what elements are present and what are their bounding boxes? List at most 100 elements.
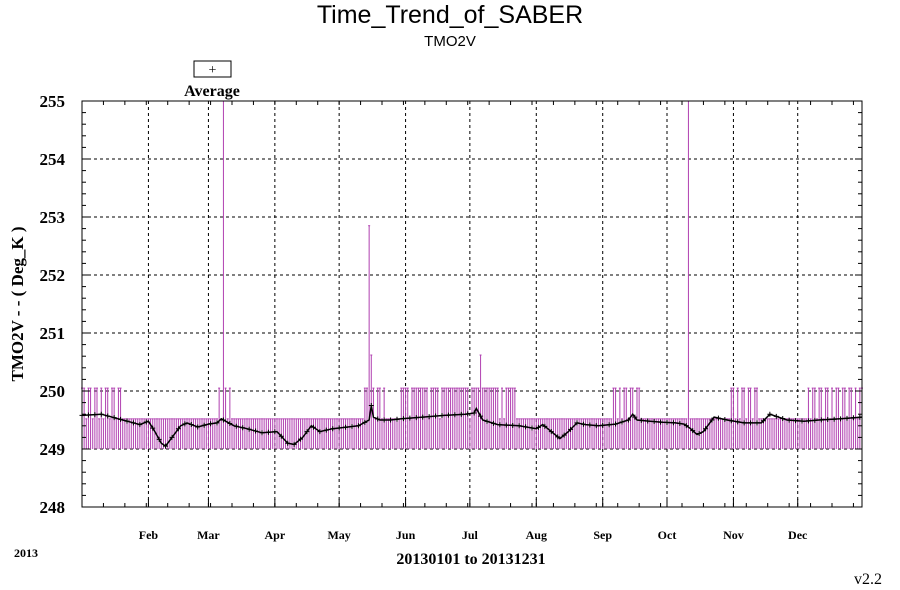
average-marker — [349, 423, 355, 429]
average-marker — [175, 426, 181, 432]
average-marker — [471, 410, 477, 416]
average-marker — [156, 436, 162, 442]
legend-label: Average — [184, 83, 240, 100]
average-marker — [400, 416, 406, 422]
y-tick-label: 248 — [40, 498, 66, 517]
average-marker — [291, 441, 297, 447]
y-axis-label: TMO2V - - ( Deg_K ) — [8, 226, 27, 381]
average-marker — [240, 425, 246, 431]
y-tick-label: 253 — [40, 208, 66, 227]
x-tick-label: Sep — [593, 528, 612, 542]
average-marker — [741, 420, 747, 426]
average-marker — [343, 424, 349, 430]
x-tick-label: Jul — [462, 528, 479, 542]
average-marker — [150, 425, 156, 431]
average-marker — [664, 420, 670, 426]
average-marker — [728, 418, 734, 424]
average-marker — [580, 421, 586, 427]
average-marker — [786, 417, 792, 423]
average-marker — [638, 417, 644, 423]
average-marker — [812, 417, 818, 423]
average-marker — [98, 411, 104, 417]
y-tick-label: 255 — [40, 92, 66, 111]
average-marker — [163, 443, 169, 449]
average-marker — [478, 413, 484, 419]
average-marker — [516, 423, 522, 429]
x-tick-label: Mar — [197, 528, 220, 542]
x-tick-label: Aug — [526, 528, 547, 542]
average-marker — [433, 413, 439, 419]
average-marker — [735, 419, 741, 425]
average-marker — [760, 418, 766, 424]
average-marker — [220, 417, 226, 423]
average-marker — [452, 412, 458, 418]
average-marker — [85, 412, 91, 418]
average-marker — [413, 415, 419, 421]
average-marker — [458, 411, 464, 417]
average-marker — [548, 429, 554, 435]
average-marker — [587, 422, 593, 428]
average-marker — [529, 425, 535, 431]
y-tick-label: 251 — [40, 324, 66, 343]
average-marker — [593, 423, 599, 429]
average-marker — [304, 429, 310, 435]
average-marker — [143, 419, 149, 425]
average-marker — [613, 421, 619, 427]
average-marker — [214, 420, 220, 426]
average-marker — [651, 419, 657, 425]
average-marker — [510, 422, 516, 428]
y-tick-label: 249 — [40, 440, 66, 459]
average-marker — [754, 420, 760, 426]
average-marker — [490, 420, 496, 426]
x-tick-label: May — [327, 528, 350, 542]
average-marker — [632, 414, 638, 420]
average-marker — [600, 422, 606, 428]
average-marker — [503, 422, 509, 428]
average-marker — [497, 422, 503, 428]
average-marker — [111, 415, 117, 421]
average-marker — [658, 419, 664, 425]
average-marker — [362, 419, 368, 425]
average-marker — [818, 417, 824, 423]
year-label: 2013 — [14, 546, 38, 560]
average-marker — [278, 433, 284, 439]
average-marker — [272, 429, 278, 435]
average-marker — [188, 422, 194, 428]
average-marker — [799, 418, 805, 424]
average-marker — [285, 440, 291, 446]
average-marker — [317, 429, 323, 435]
average-marker — [465, 411, 471, 417]
average-marker — [703, 426, 709, 432]
average-marker — [195, 424, 201, 430]
average-marker — [805, 418, 811, 424]
average-marker — [368, 403, 374, 408]
average-marker — [407, 415, 413, 421]
average-marker — [105, 413, 111, 419]
average-marker — [780, 416, 786, 422]
average-marker — [124, 418, 130, 424]
legend: + Average — [184, 60, 240, 100]
average-marker — [169, 434, 175, 440]
chart-subtitle: TMO2V — [424, 33, 476, 50]
average-marker — [330, 426, 336, 432]
average-marker — [767, 411, 773, 417]
average-marker — [825, 417, 831, 423]
average-marker — [130, 420, 136, 426]
average-marker — [773, 413, 779, 419]
average-marker — [555, 434, 561, 440]
average-marker — [677, 420, 683, 426]
average-marker — [265, 429, 271, 435]
average-marker — [606, 422, 612, 428]
average-marker — [426, 414, 432, 420]
average-marker — [748, 420, 754, 426]
average-marker — [246, 426, 252, 432]
average-marker — [683, 423, 689, 429]
average-marker — [722, 417, 728, 423]
average-marker — [793, 418, 799, 424]
average-marker — [850, 415, 856, 421]
average-marker — [375, 416, 381, 422]
average-marker — [619, 419, 625, 425]
average-marker — [388, 417, 394, 423]
version-label: v2.2 — [854, 571, 882, 588]
average-marker — [542, 423, 548, 429]
